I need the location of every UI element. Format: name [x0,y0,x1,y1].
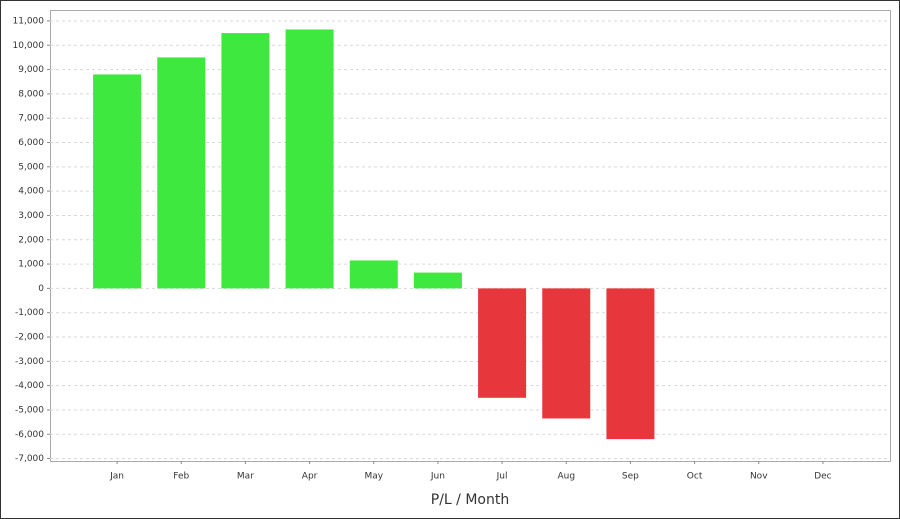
y-tick-label: 9,000 [18,65,44,75]
bar [542,288,591,419]
y-tick-label: 4,000 [18,187,44,197]
y-tick-label: 1,000 [18,260,44,270]
y-tick-label: -5,000 [15,405,44,415]
y-tick-label: 7,000 [18,114,44,124]
y-tick-label: -3,000 [15,357,44,367]
bar [478,288,527,398]
x-tick-label: Nov [750,472,768,482]
bar [606,288,655,440]
y-tick-label: 0 [38,284,44,294]
x-tick-label: May [364,472,383,482]
y-tick-label: 5,000 [18,162,44,172]
y-tick-label: -4,000 [15,381,44,391]
y-tick-label: 10,000 [13,41,45,51]
x-tick-label: Dec [814,472,831,482]
x-tick-label: Aug [557,472,575,482]
y-tick-label: -7,000 [15,454,44,464]
y-tick-label: 2,000 [18,235,44,245]
x-tick-label: Jul [496,472,508,482]
x-axis-label: P/L / Month [431,492,509,508]
x-tick-label: Jun [430,472,445,482]
bar [413,272,462,289]
x-tick-label: Sep [622,472,639,482]
bar [221,33,270,289]
x-tick-label: Oct [687,472,703,482]
y-tick-label: -6,000 [15,430,44,440]
x-tick-label: Jan [109,472,124,482]
bar [157,57,206,289]
y-tick-label: 8,000 [18,89,44,99]
y-tick-label: -1,000 [15,308,44,318]
bar [285,29,334,289]
x-tick-label: Feb [173,472,189,482]
y-tick-label: 6,000 [18,138,44,148]
bar [349,260,398,289]
y-tick-label: 3,000 [18,211,44,221]
bar [93,74,142,289]
x-tick-label: Mar [237,472,254,482]
y-tick-label: -2,000 [15,333,44,343]
y-tick-label: 11,000 [13,16,45,26]
x-tick-label: Apr [302,472,318,482]
